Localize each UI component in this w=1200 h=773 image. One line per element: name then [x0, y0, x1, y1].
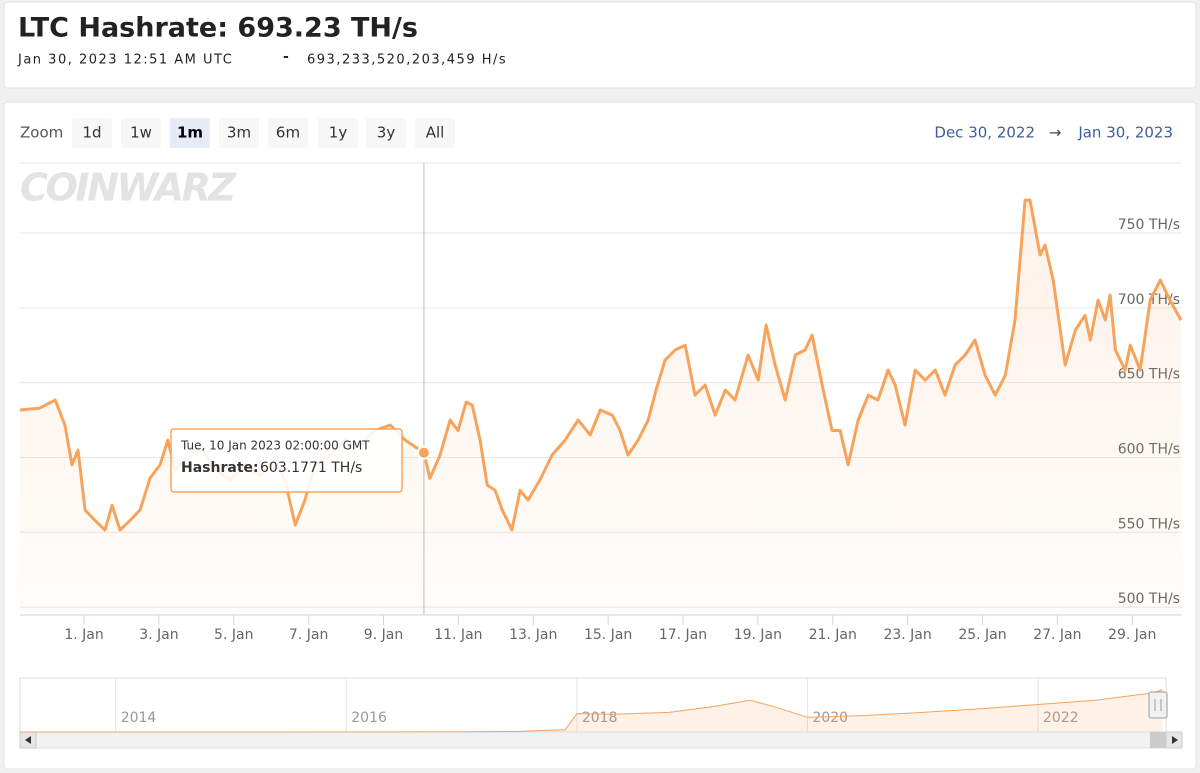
zoom-button-label[interactable]: All	[426, 124, 445, 142]
zoom-button-label[interactable]: 1m	[177, 124, 203, 142]
range-arrow: →	[1049, 124, 1062, 142]
navigator-tick-label: 2022	[1043, 710, 1079, 726]
navigator-line	[20, 689, 1163, 733]
navigator-tick-label: 2014	[121, 710, 157, 726]
tooltip-date: Tue, 10 Jan 2023 02:00:00 GMT	[180, 439, 370, 453]
navigator-area	[20, 689, 1163, 732]
x-tick-label: 3. Jan	[139, 627, 178, 643]
zoom-button[interactable]	[121, 118, 161, 148]
scrollbar-track[interactable]	[19, 731, 1183, 749]
x-tick-label: 9. Jan	[364, 627, 403, 643]
zoom-button[interactable]	[219, 118, 259, 148]
date: Jan 30, 2023 12:51 AM UTC	[17, 53, 233, 68]
header-panel	[3, 1, 1197, 89]
zoom-button[interactable]	[366, 118, 406, 148]
range-from: Dec 30, 2022	[934, 124, 1035, 142]
x-tick-label: 11. Jan	[434, 627, 482, 643]
zoom-button[interactable]	[268, 118, 308, 148]
zoom-button-label[interactable]: 1d	[82, 124, 101, 142]
x-tick-label: 23. Jan	[883, 627, 931, 643]
hover-point	[416, 445, 431, 460]
separator: -	[283, 49, 289, 65]
watermark: COINWARZ	[20, 166, 237, 210]
title: LTC Hashrate: 693.23 TH/s	[18, 13, 418, 44]
zoom-button-label[interactable]: 6m	[276, 124, 300, 142]
x-tick-label: 15. Jan	[584, 627, 632, 643]
x-tick-label: 21. Jan	[809, 627, 857, 643]
x-tick-label: 29. Jan	[1108, 627, 1156, 643]
zoom-button[interactable]	[415, 118, 455, 148]
range-to: Jan 30, 2023	[1077, 124, 1173, 142]
navigator-handle[interactable]	[1148, 691, 1168, 719]
zoom-button-label[interactable]: 3y	[377, 124, 396, 142]
zoom-button[interactable]	[72, 118, 112, 148]
x-tick-label: 25. Jan	[958, 627, 1006, 643]
navigator-tick-label: 2020	[812, 710, 848, 726]
zoom-button[interactable]	[170, 118, 210, 148]
scroll-left-arrow	[25, 736, 31, 744]
tooltip	[170, 428, 403, 493]
zoom-button-label[interactable]: 1y	[329, 124, 348, 142]
tooltip-name: Hashrate:	[181, 460, 259, 476]
x-tick-label: 17. Jan	[659, 627, 707, 643]
x-tick-label: 13. Jan	[509, 627, 557, 643]
x-tick-label: 27. Jan	[1033, 627, 1081, 643]
x-tick-label: 7. Jan	[289, 627, 328, 643]
zoom-button[interactable]	[318, 118, 358, 148]
scroll-thumb[interactable]	[1150, 732, 1166, 748]
scroll-right-arrow	[1172, 736, 1178, 744]
raw-hashrate: 693,233,520,203,459 H/s	[307, 53, 507, 68]
x-tick-label: 1. Jan	[64, 627, 103, 643]
x-tick-label: 5. Jan	[214, 627, 253, 643]
tooltip-value: 603.1771 TH/s	[260, 460, 362, 476]
zoom-button-label[interactable]: 3m	[227, 124, 251, 142]
navigator	[19, 677, 1167, 733]
zoom-label: Zoom	[20, 124, 63, 142]
area	[20, 200, 1181, 615]
zoom-button-label[interactable]: 1w	[130, 124, 152, 142]
y-tick-label: 750 TH/s	[1118, 217, 1180, 233]
x-tick-label: 19. Jan	[734, 627, 782, 643]
navigator-tick-label: 2016	[351, 710, 387, 726]
